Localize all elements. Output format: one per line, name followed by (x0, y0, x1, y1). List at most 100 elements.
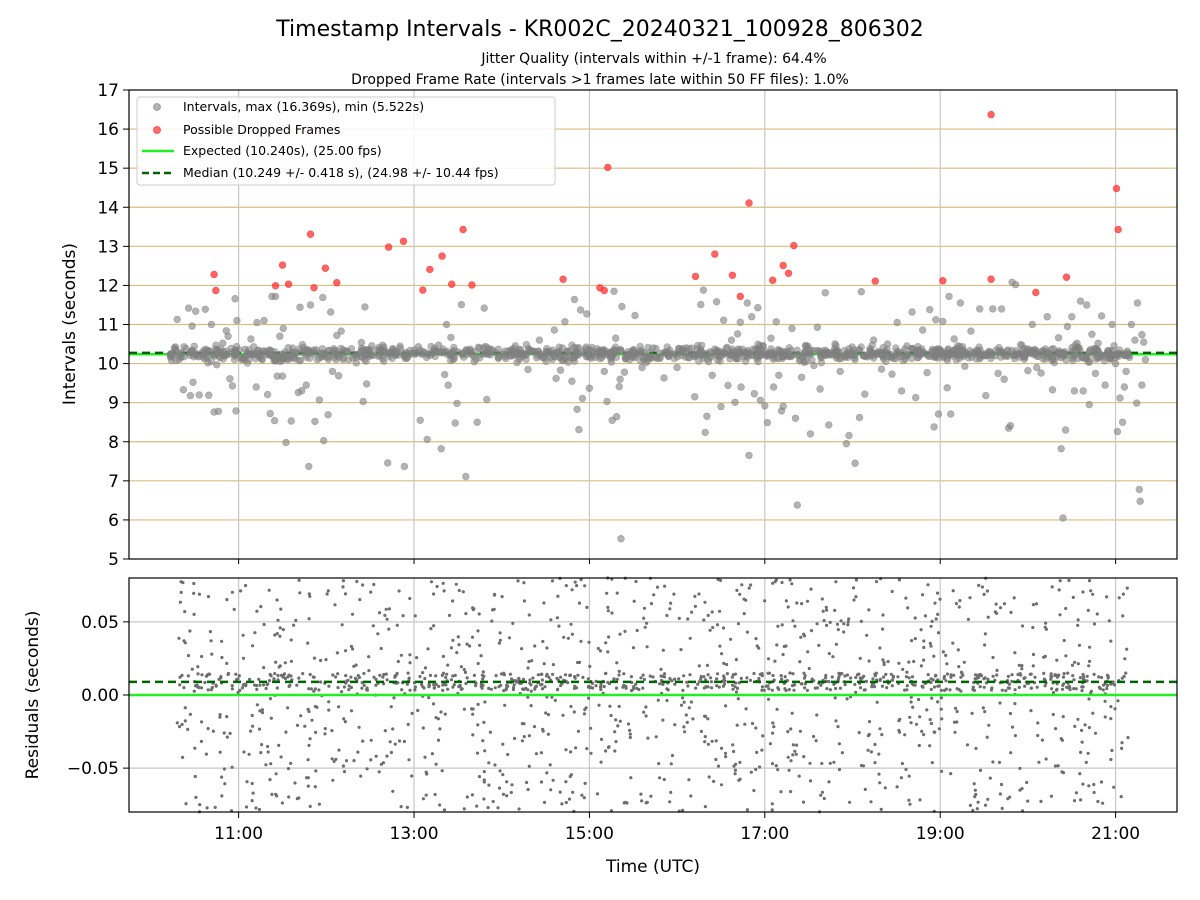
residual-point (840, 751, 845, 755)
residual-point (361, 739, 365, 743)
residual-point (583, 781, 587, 786)
residual-point (595, 792, 600, 796)
residual-point (845, 673, 850, 677)
interval-point (442, 320, 451, 329)
residual-point (308, 737, 312, 741)
interval-point (788, 324, 796, 333)
residual-point (925, 708, 929, 712)
residual-point (649, 602, 654, 606)
interval-point (279, 324, 287, 333)
interval-point (226, 375, 234, 383)
interval-point (567, 354, 576, 362)
interval-point (576, 306, 585, 314)
residual-point (556, 687, 560, 691)
residual-point (959, 689, 963, 693)
residual-point (269, 674, 273, 678)
interval-point (327, 308, 335, 316)
residual-point (1089, 589, 1093, 593)
residual-point (397, 739, 402, 743)
intervals-x-ticks (238, 559, 1117, 564)
residual-point (918, 798, 922, 802)
residual-point (371, 624, 375, 628)
residual-point (789, 727, 793, 731)
interval-point (807, 346, 816, 355)
residual-point (706, 673, 710, 677)
interval-point (724, 381, 732, 390)
residual-point (986, 615, 990, 619)
interval-point (1127, 320, 1136, 329)
residual-point (440, 769, 444, 773)
residual-point (808, 779, 813, 783)
residual-point (788, 578, 792, 582)
residual-point (1087, 579, 1092, 583)
legend-dropped-marker (153, 126, 161, 134)
interval-point (757, 351, 766, 359)
interval-point (891, 355, 900, 363)
residual-point (786, 755, 790, 759)
residual-point (392, 696, 396, 700)
residual-point (566, 636, 571, 640)
residual-point (712, 779, 716, 784)
intervals-y-tick-label: 15 (97, 159, 119, 179)
residual-point (286, 706, 290, 710)
residual-point (625, 801, 629, 805)
interval-point (357, 338, 366, 347)
residual-point (1053, 764, 1058, 768)
residual-point (478, 643, 482, 647)
residual-point (289, 638, 293, 642)
residual-point (663, 584, 667, 588)
residual-point (689, 700, 694, 704)
interval-point (1108, 320, 1116, 329)
residual-point (465, 795, 469, 799)
residual-point (1109, 717, 1113, 721)
residual-point (421, 671, 425, 675)
interval-point (1060, 350, 1069, 358)
residual-point (182, 686, 186, 690)
residual-point (383, 729, 387, 733)
residual-point (1026, 799, 1030, 803)
residual-point (878, 678, 882, 683)
residual-point (989, 688, 994, 692)
residual-point (1078, 772, 1082, 776)
residual-point (805, 599, 810, 603)
residual-point (968, 596, 972, 600)
interval-point (583, 310, 591, 318)
interval-point (920, 349, 929, 357)
x-tick-label: 13:00 (390, 824, 439, 844)
residual-point (926, 673, 930, 677)
residual-point (1084, 760, 1088, 765)
residual-point (308, 672, 312, 677)
residual-point (522, 735, 526, 739)
residual-point (767, 687, 771, 691)
dropped-frame-point (790, 241, 798, 250)
residual-point (820, 597, 824, 601)
residual-point (406, 671, 410, 675)
interval-point (841, 352, 850, 360)
residual-point (774, 578, 778, 582)
residual-point (736, 622, 741, 626)
residual-point (702, 618, 706, 622)
intervals-grid (129, 90, 1177, 559)
residual-point (367, 655, 371, 659)
residual-point (1078, 676, 1082, 680)
residual-point (869, 800, 873, 804)
residual-point (540, 687, 545, 691)
residual-point (959, 675, 963, 679)
residual-point (1057, 673, 1061, 677)
residual-point (209, 639, 213, 643)
interval-point (182, 344, 190, 353)
residual-point (787, 688, 791, 692)
residual-point (683, 730, 687, 734)
interval-point (484, 344, 492, 352)
residual-point (1008, 711, 1013, 716)
residual-point (284, 730, 288, 734)
interval-point (763, 418, 772, 427)
residual-point (415, 656, 419, 660)
residual-point (842, 622, 846, 626)
residual-point (1103, 715, 1107, 719)
residual-point (559, 675, 563, 679)
residual-point (323, 732, 327, 736)
interval-point (704, 357, 713, 366)
residual-point (275, 794, 279, 798)
residual-point (199, 739, 203, 744)
